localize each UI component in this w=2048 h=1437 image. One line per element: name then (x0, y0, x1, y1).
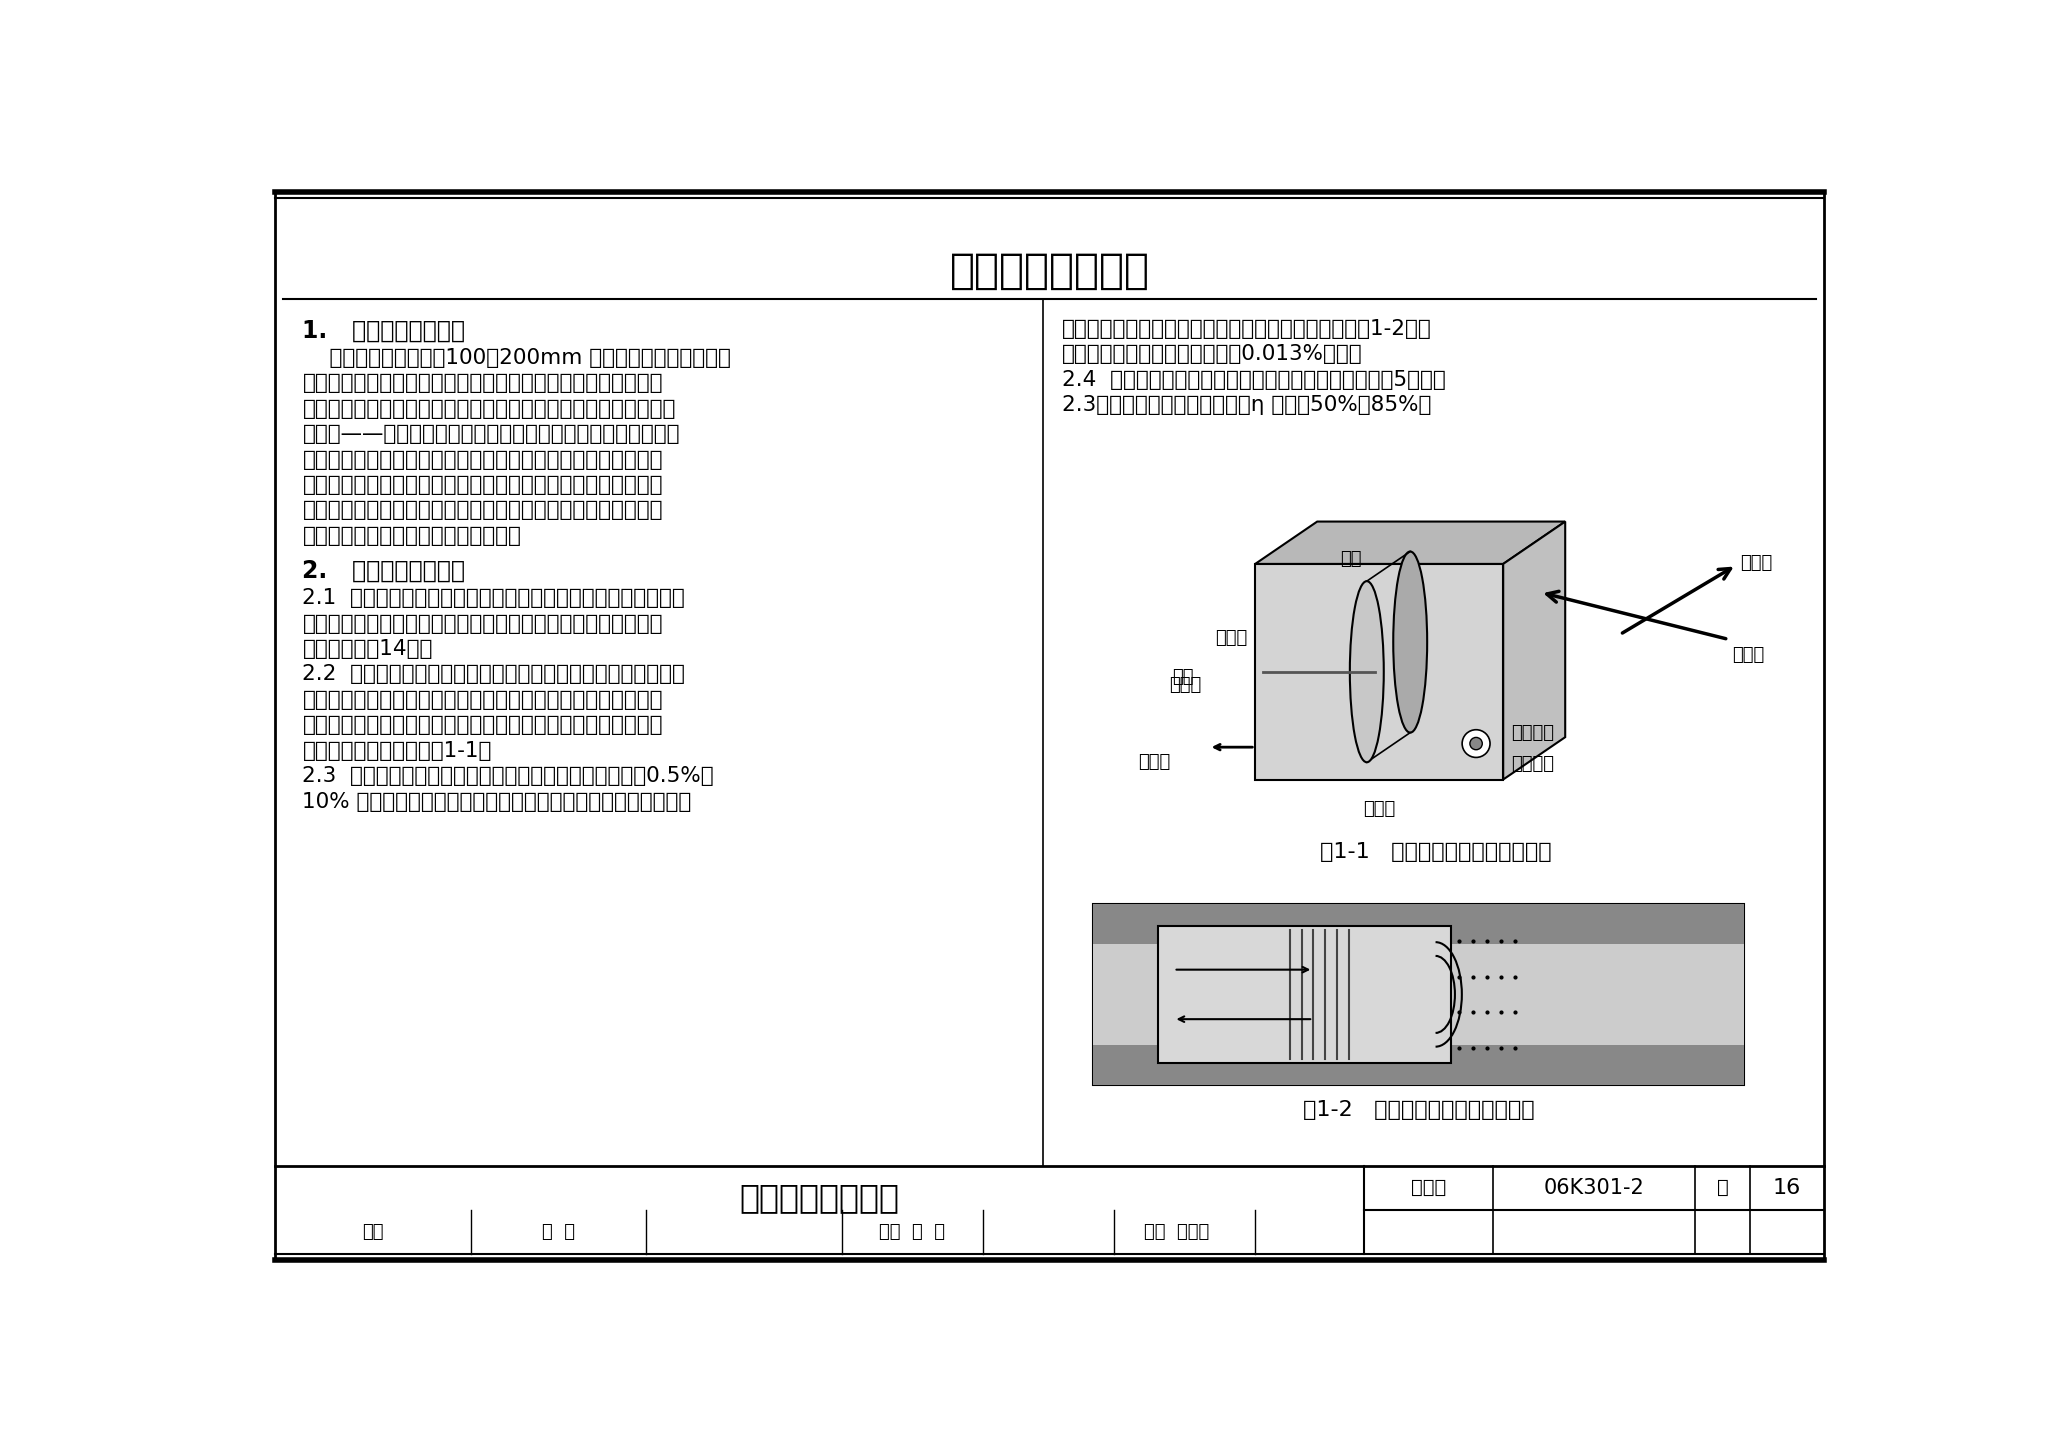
Text: 10% 之间。为降低转轮的污染和泄漏量，当新风、排风间存在一: 10% 之间。为降低转轮的污染和泄漏量，当新风、排风间存在一 (303, 792, 692, 812)
Text: 或金属箔蓄热载体，同时热回收器还配带有转轮驱动装置，该热: 或金属箔蓄热载体，同时热回收器还配带有转轮驱动装置，该热 (303, 716, 664, 736)
Text: 转轮式热回收说明: 转轮式热回收说明 (739, 1181, 899, 1214)
Bar (1094, 1045, 1745, 1085)
Ellipse shape (1350, 581, 1384, 762)
Text: 自一侧，排风释放出冷量（夏季）或热量（冬季），新风同时吸: 自一侧，排风释放出冷量（夏季）或热量（冬季），新风同时吸 (303, 450, 664, 470)
Text: 2.3条，该类装置的热回收效率η 一般为50%～85%。: 2.3条，该类装置的热回收效率η 一般为50%～85%。 (1063, 395, 1432, 415)
Text: 传动装置: 传动装置 (1511, 754, 1554, 773)
Text: 排风出: 排风出 (1741, 553, 1772, 572)
Text: 页: 页 (1716, 1178, 1729, 1197)
Text: 密封条: 密封条 (1364, 800, 1395, 818)
Text: 分隔板: 分隔板 (1169, 675, 1200, 694)
Polygon shape (1255, 522, 1565, 563)
Text: （全热回收时）作用的转轮为载体，对通过的新风和排风进行能: （全热回收时）作用的转轮为载体，对通过的新风和排风进行能 (303, 374, 664, 394)
Polygon shape (1503, 522, 1565, 779)
Circle shape (1462, 730, 1491, 757)
Text: 回收器的外形结构详见图1-1。: 回收器的外形结构详见图1-1。 (303, 740, 492, 760)
Text: 审核: 审核 (362, 1223, 385, 1240)
Text: 06K301-2: 06K301-2 (1544, 1178, 1645, 1197)
Text: 当转轮——蓄热芯体开始旋转时，新风、排风同时通过转轮的各: 当转轮——蓄热芯体开始旋转时，新风、排风同时通过转轮的各 (303, 424, 680, 444)
Text: 1.   转轮式热回收原理: 1. 转轮式热回收原理 (303, 319, 465, 343)
Polygon shape (1255, 563, 1503, 779)
Ellipse shape (1393, 552, 1427, 733)
Text: 图1-2   转轮双清洁扇面结构示意图: 图1-2 转轮双清洁扇面结构示意图 (1303, 1101, 1534, 1121)
Text: 量交换，从而实现能量的回收利用。新风和排风一般为逆向流动，: 量交换，从而实现能量的回收利用。新风和排风一般为逆向流动， (303, 399, 676, 418)
Text: 收冷量或热量；新风、排风的湿传递与冷、热量的能量交换过程: 收冷量或热量；新风、排风的湿传递与冷、热量的能量交换过程 (303, 476, 664, 496)
Text: 箱体: 箱体 (1341, 550, 1362, 568)
Text: 一样，也是通过转轮来实现的。转轮式热回收可实现全热或显热: 一样，也是通过转轮来实现的。转轮式热回收可实现全热或显热 (303, 500, 664, 520)
Text: 图1-1   转轮式热回收器结构示意图: 图1-1 转轮式热回收器结构示意图 (1321, 842, 1552, 862)
Bar (1157, 925, 1452, 1063)
Text: 送排风机、空气过滤器以及冷热盘管等。装置的系统流程及组成: 送排风机、空气过滤器以及冷热盘管等。装置的系统流程及组成 (303, 614, 664, 634)
Text: 新风进: 新风进 (1733, 645, 1765, 664)
Circle shape (1470, 737, 1483, 750)
Text: 可见本图集第14页。: 可见本图集第14页。 (303, 639, 432, 660)
Text: 2.1  转轮式热回收装置主要由以下部分组成：转轮式热回收器、: 2.1 转轮式热回收装置主要由以下部分组成：转轮式热回收器、 (303, 588, 686, 608)
Text: 排风进: 排风进 (1214, 628, 1247, 647)
Text: 转轮式热回收是利用100～200mm 厚，具有蓄热或吸附水分: 转轮式热回收是利用100～200mm 厚，具有蓄热或吸附水分 (303, 348, 731, 368)
Text: 排风: 排风 (1161, 997, 1186, 1016)
Text: 图集号: 图集号 (1411, 1178, 1446, 1197)
Text: 季  伟: 季 伟 (543, 1223, 575, 1240)
Text: 2.4  转轮式热回收装置热交换效率的评价可见本图集第5页的第: 2.4 转轮式热回收装置热交换效率的评价可见本图集第5页的第 (1063, 369, 1446, 389)
Text: 16: 16 (1774, 1178, 1800, 1197)
Text: 新风出: 新风出 (1139, 753, 1169, 772)
Text: 的热回收，显热回收时无湿传递过程。: 的热回收，显热回收时无湿传递过程。 (303, 526, 522, 546)
Text: 定压差时，在转轮内通常设置有一个双清洁扇面（见图1-2），: 定压差时，在转轮内通常设置有一个双清洁扇面（见图1-2）， (1063, 319, 1432, 339)
Text: 校对  周  敏: 校对 周 敏 (879, 1223, 946, 1240)
Bar (1094, 944, 1745, 1045)
Bar (1094, 904, 1745, 944)
Text: 新风通道、一个排风通道。转轮内填充有透气的蜂窝状复合纤维: 新风通道、一个排风通道。转轮内填充有透气的蜂窝状复合纤维 (303, 690, 664, 710)
Text: 2.3  转轮式热回收器新风、排风交叉污染和泄漏量通常在0.5%～: 2.3 转轮式热回收器新风、排风交叉污染和泄漏量通常在0.5%～ (303, 766, 715, 786)
Text: 新风: 新风 (1161, 948, 1186, 967)
Text: 2.   转轮式热回收装置: 2. 转轮式热回收装置 (303, 559, 465, 583)
Text: 设计  王立峰: 设计 王立峰 (1145, 1223, 1210, 1240)
Text: 可使新风、排风间泄漏量减小至0.013%以下。: 可使新风、排风间泄漏量减小至0.013%以下。 (1063, 343, 1362, 364)
Text: 转轮: 转轮 (1171, 668, 1194, 685)
Text: 2.2  转轮式热回收器通常被均分成两个独立的密封通道，即一个: 2.2 转轮式热回收器通常被均分成两个独立的密封通道，即一个 (303, 664, 686, 684)
Bar (1094, 904, 1745, 1085)
Text: 传动皮带: 传动皮带 (1511, 724, 1554, 743)
Text: 转轮式热回收说明: 转轮式热回收说明 (950, 250, 1149, 292)
